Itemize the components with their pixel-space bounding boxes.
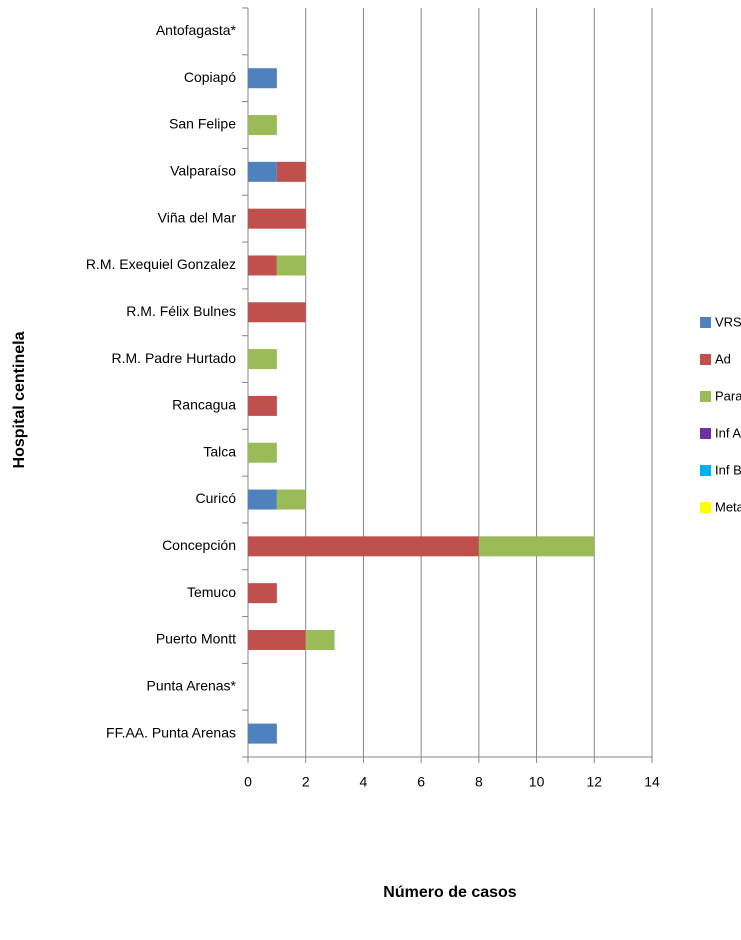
x-tick-label: 14 [644,774,660,790]
x-axis-title: Número de casos [383,884,516,901]
legend-label: Ad [715,351,731,366]
legend-swatch [700,428,711,439]
bar-segment [248,723,277,744]
legend-label: VRS [715,314,741,329]
x-tick-label: 8 [475,774,483,790]
bar-segment [248,536,479,557]
x-tick-label: 0 [244,774,252,790]
bar-segment [478,536,595,557]
y-tick-label: Punta Arenas* [146,677,236,693]
bar-segment [248,629,306,650]
bar-segment [248,68,277,89]
bar-segment [248,255,277,276]
bar-segment [248,395,277,416]
y-tick-label: Puerto Montt [156,631,236,647]
bar-segment [248,489,277,510]
legend-label: Inf B [715,462,741,477]
bar-segment [248,349,277,370]
y-tick-label: R.M. Félix Bulnes [126,303,236,319]
legend-swatch [700,502,711,513]
bar-segment [248,161,277,182]
y-tick-label: R.M. Padre Hurtado [112,350,237,366]
bar-segment [276,161,306,182]
bar-segment [305,629,335,650]
y-tick-label: Valparaíso [170,163,236,179]
y-tick-label: Antofagasta* [156,22,237,38]
legend-swatch [700,391,711,402]
bar-segment [248,115,277,136]
x-tick-label: 4 [360,774,368,790]
legend-swatch [700,354,711,365]
bar-segment [248,208,306,229]
bar-segment [248,442,277,463]
y-tick-label: FF.AA. Punta Arenas [106,724,236,740]
y-tick-label: Temuco [187,584,236,600]
legend-swatch [700,465,711,476]
y-tick-label: Concepción [162,537,236,553]
x-tick-label: 12 [586,774,602,790]
y-tick-label: Copiapó [184,69,236,85]
bar-segment [248,583,277,604]
bar-segment [276,489,306,510]
y-tick-label: Rancagua [172,397,236,413]
legend-label: Meta [715,499,741,514]
x-tick-label: 2 [302,774,310,790]
y-tick-label: Viña del Mar [158,209,237,225]
x-tick-label: 6 [417,774,425,790]
y-tick-label: San Felipe [169,116,236,132]
bar-segment [276,255,306,276]
y-tick-label: Curicó [196,490,237,506]
bar-segment [248,302,306,323]
legend-label: Para [715,388,741,403]
legend-swatch [700,317,711,328]
y-axis-title: Hospital centinela [11,331,28,468]
y-tick-label: Talca [203,443,236,459]
y-tick-label: R.M. Exequiel Gonzalez [86,256,236,272]
legend-label: Inf A [715,425,741,440]
x-tick-label: 10 [529,774,545,790]
